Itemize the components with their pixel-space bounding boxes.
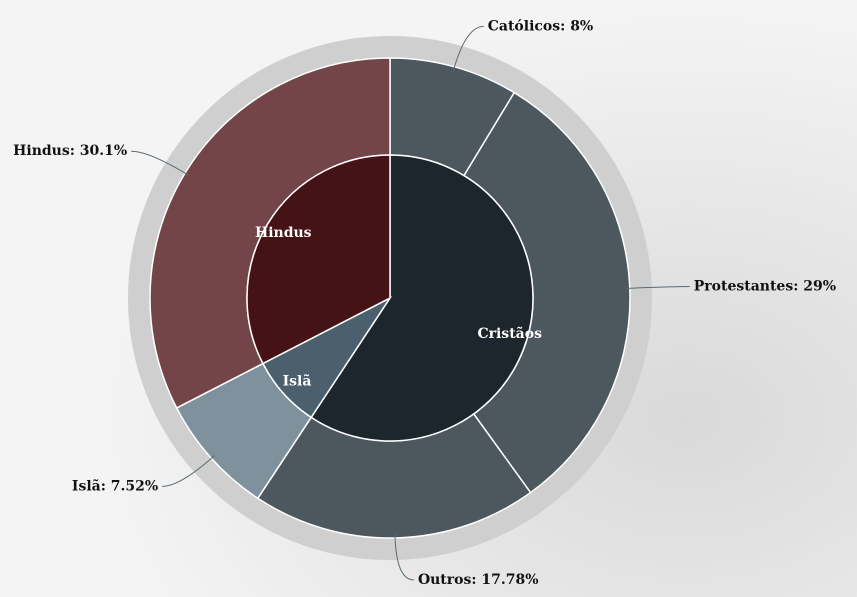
group-label: Cristãos	[477, 325, 542, 342]
segment-label: Católicos: 8%	[488, 18, 593, 34]
chart: Católicos: 8% Protestantes: 29% Outros: 17…	[0, 0, 857, 597]
segment-label: Protestantes: 29%	[694, 278, 836, 294]
segment-label: Islã: 7.52%	[72, 477, 158, 494]
group-label: Islã	[283, 373, 312, 390]
segment-label: Outros: 17.78%	[418, 572, 539, 588]
group-label: Hindus	[255, 225, 312, 241]
segment-label: Hindus: 30.1%	[13, 143, 127, 159]
